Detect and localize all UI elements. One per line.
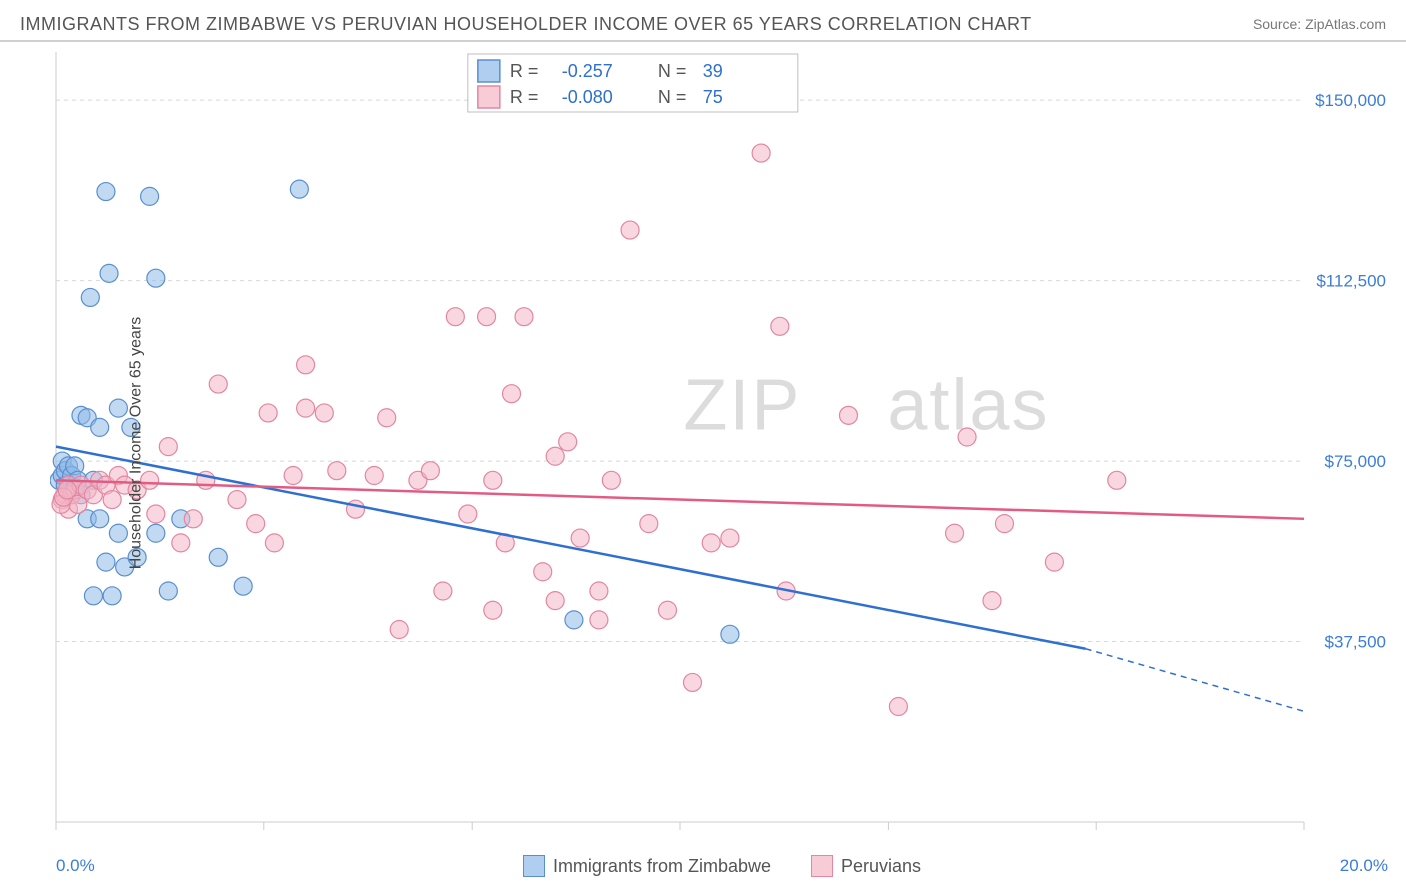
svg-text:N =: N = bbox=[658, 61, 687, 81]
svg-text:R =: R = bbox=[510, 87, 539, 107]
legend-swatch-pink bbox=[811, 855, 833, 877]
chart-area: Householder Income Over 65 years $37,500… bbox=[50, 42, 1394, 844]
chart-title: IMMIGRANTS FROM ZIMBABWE VS PERUVIAN HOU… bbox=[20, 14, 1032, 35]
svg-text:-0.080: -0.080 bbox=[562, 87, 613, 107]
svg-text:$75,000: $75,000 bbox=[1325, 452, 1386, 471]
x-axis-min-label: 0.0% bbox=[56, 856, 95, 876]
svg-text:75: 75 bbox=[703, 87, 723, 107]
svg-text:R =: R = bbox=[510, 61, 539, 81]
legend-label: Immigrants from Zimbabwe bbox=[553, 856, 771, 877]
svg-text:$150,000: $150,000 bbox=[1315, 91, 1386, 110]
header: IMMIGRANTS FROM ZIMBABWE VS PERUVIAN HOU… bbox=[0, 0, 1406, 42]
svg-text:ZIP: ZIP bbox=[683, 365, 801, 445]
svg-text:N =: N = bbox=[658, 87, 687, 107]
legend-label: Peruvians bbox=[841, 856, 921, 877]
svg-text:-0.257: -0.257 bbox=[562, 61, 613, 81]
x-axis-max-label: 20.0% bbox=[1340, 856, 1388, 876]
svg-text:$112,500: $112,500 bbox=[1316, 272, 1386, 291]
y-axis-label: Householder Income Over 65 years bbox=[127, 317, 145, 570]
scatter-chart: $37,500$75,000$112,500$150,000ZIPatlasR … bbox=[50, 42, 1394, 842]
legend-item-peruvians: Peruvians bbox=[811, 855, 921, 877]
svg-text:39: 39 bbox=[703, 61, 723, 81]
bottom-legend: 0.0% Immigrants from Zimbabwe Peruvians … bbox=[50, 848, 1394, 884]
source-label: Source: ZipAtlas.com bbox=[1253, 16, 1386, 32]
legend-item-zimbabwe: Immigrants from Zimbabwe bbox=[523, 855, 771, 877]
legend-swatch-blue bbox=[523, 855, 545, 877]
svg-text:$37,500: $37,500 bbox=[1325, 633, 1386, 652]
